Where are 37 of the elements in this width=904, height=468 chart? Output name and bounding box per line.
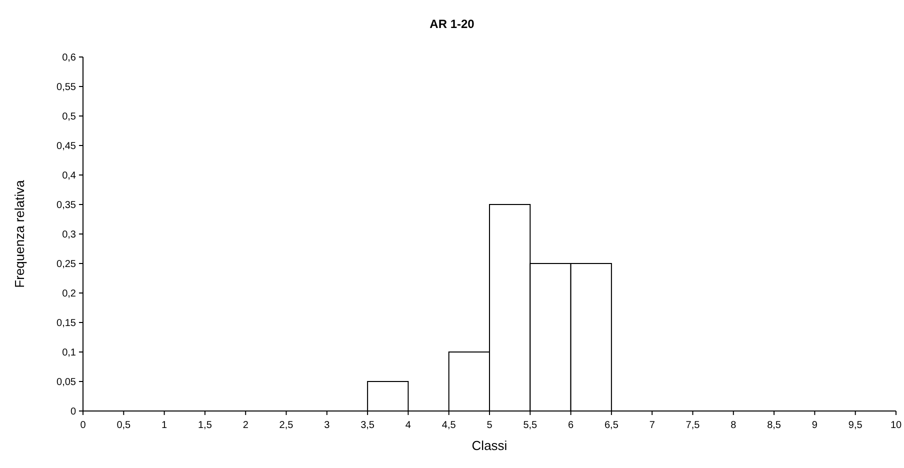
x-tick-label: 0 [80,420,86,431]
y-tick-label: 0,25 [56,259,76,270]
x-tick-label: 8,5 [767,420,782,431]
x-tick-label: 3 [324,420,330,431]
chart-title: AR 1-20 [430,17,475,31]
y-tick-label: 0,2 [62,288,76,300]
x-tick-label: 1,5 [198,420,212,431]
y-tick-label: 0 [70,406,76,418]
x-tick-label: 4 [405,420,412,431]
x-axis-title: Classi [472,438,508,453]
x-tick-label: 5,5 [523,420,538,431]
x-tick-label: 0,5 [116,420,132,431]
x-tick-label: 6 [568,420,574,431]
y-tick-label: 0,3 [62,230,76,240]
x-tick-label: 7,5 [686,420,700,431]
y-tick-label: 0,6 [62,52,76,64]
y-tick-label: 0,15 [56,318,76,329]
x-tick-label: 2,5 [279,420,294,431]
x-tick-label: 2 [242,420,249,431]
y-tick-label: 0,55 [56,82,76,93]
x-tick-label: 9 [812,420,818,431]
x-tick-label: 6,5 [604,420,619,431]
x-tick-label: 5 [486,420,493,431]
x-tick-label: 4,5 [442,420,456,431]
y-tick-label: 0,35 [56,200,76,211]
x-tick-label: 7 [649,420,656,431]
y-tick-label: 0,1 [62,348,76,358]
y-tick-label: 0,45 [56,141,76,152]
x-tick-label: 8 [730,420,737,431]
x-tick-label: 3,5 [360,420,375,431]
y-tick-label: 0,05 [56,377,76,388]
x-tick-label: 10 [890,420,902,431]
x-tick-label: 1 [162,420,168,431]
y-axis-title: Frequenza relativa [12,179,27,288]
y-tick-label: 0,5 [62,112,76,122]
x-tick-label: 9,5 [848,420,863,431]
y-tick-label: 0,4 [62,170,76,182]
